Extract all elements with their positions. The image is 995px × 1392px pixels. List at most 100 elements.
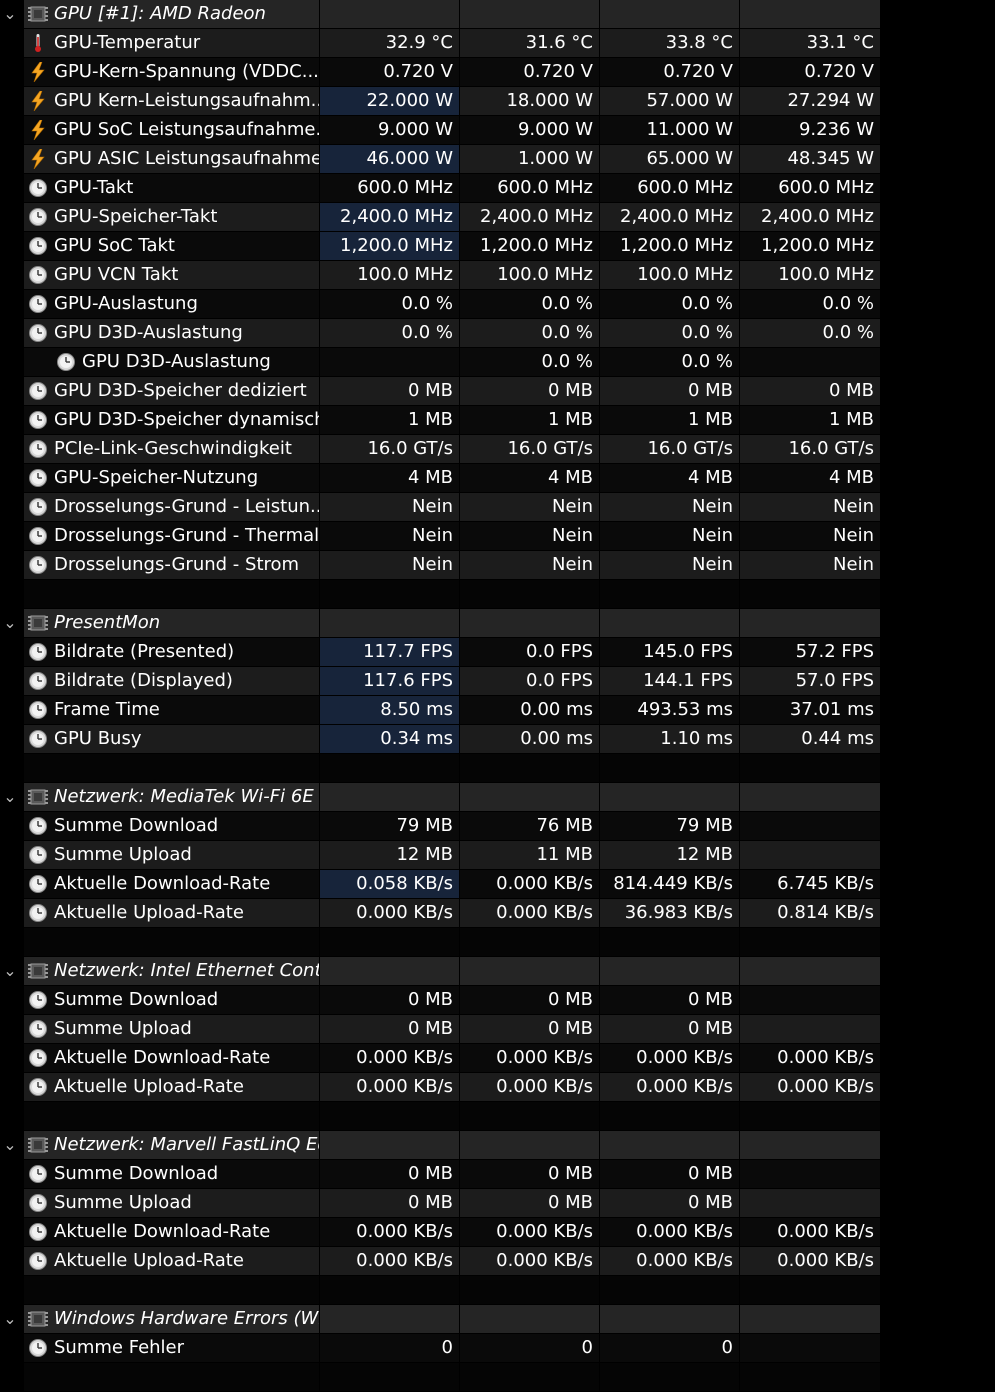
sensor-label-text: GPU-Temperatur	[54, 32, 201, 53]
sensor-label: GPU-Speicher-Takt	[24, 203, 319, 231]
sensor-row[interactable]: GPU VCN Takt 100.0 MHz 100.0 MHz 100.0 MHz 1…	[0, 261, 880, 290]
current-value: 0.000 KB/s	[320, 1218, 459, 1246]
sensor-row[interactable]: PCIe-Link-Geschwindigkeit 16.0 GT/s 16.0 G…	[0, 435, 880, 464]
sensor-row[interactable]: Aktuelle Download-Rate 0.058 KB/s 0.000 KB…	[0, 870, 880, 899]
sensor-row[interactable]: Summe Upload 12 MB 11 MB 12 MB	[0, 841, 880, 870]
avg-value	[740, 348, 880, 376]
sensor-row[interactable]: Aktuelle Download-Rate 0.000 KB/s 0.000 KB…	[0, 1044, 880, 1073]
spacer-cell	[740, 1276, 880, 1304]
group-title: PresentMon	[24, 609, 319, 637]
sensor-row[interactable]: Drosselungs-Grund - Leistun... Nein Nein Ne…	[0, 493, 880, 522]
sensor-label-text: Summe Download	[54, 1163, 219, 1184]
group-header[interactable]: ⌄ PresentMon	[0, 609, 880, 638]
sensor-label-text: Aktuelle Upload-Rate	[54, 1076, 244, 1097]
sensor-row[interactable]: Aktuelle Upload-Rate 0.000 KB/s 0.000 KB/s…	[0, 1247, 880, 1276]
sensor-row[interactable]: Bildrate (Displayed) 117.6 FPS 0.0 FPS 144.…	[0, 667, 880, 696]
collapse-chevron-icon[interactable]: ⌄	[3, 4, 17, 23]
sensor-row[interactable]: GPU-Auslastung 0.0 % 0.0 % 0.0 % 0.0 %	[0, 290, 880, 319]
group-title-text: PresentMon	[54, 612, 161, 633]
max-value: 16.0 GT/s	[600, 435, 739, 463]
sensor-row[interactable]: Drosselungs-Grund - Strom Nein Nein Nein Nei…	[0, 551, 880, 580]
max-value: 1,200.0 MHz	[600, 232, 739, 260]
group-empty-cell	[460, 957, 599, 985]
sensor-row[interactable]: GPU D3D-Speicher dediziert 0 MB 0 MB 0 MB 0 …	[0, 377, 880, 406]
sensor-row[interactable]: GPU-Takt 600.0 MHz 600.0 MHz 600.0 MHz 600.0…	[0, 174, 880, 203]
current-value: 9.000 W	[320, 116, 459, 144]
group-title-text: GPU [#1]: AMD Radeon	[54, 3, 266, 24]
clock-icon	[29, 672, 47, 690]
clock-icon	[29, 1078, 47, 1096]
group-empty-cell	[460, 609, 599, 637]
sensor-row[interactable]: GPU ASIC Leistungsaufnahme 46.000 W 1.000 …	[0, 145, 880, 174]
sensor-row[interactable]: GPU-Kern-Spannung (VDDC... 0.720 V 0.720 V…	[0, 58, 880, 87]
sensor-row[interactable]: Summe Download 0 MB 0 MB 0 MB	[0, 1160, 880, 1189]
sensor-row[interactable]: GPU SoC Leistungsaufnahme... 9.000 W 9.000…	[0, 116, 880, 145]
max-value: 0 MB	[600, 986, 739, 1014]
sensor-label: Drosselungs-Grund - Leistun...	[24, 493, 319, 521]
group-header[interactable]: ⌄ Netzwerk: Intel Ethernet Controller I22…	[0, 957, 880, 986]
sensor-row[interactable]: Bildrate (Presented) 117.7 FPS 0.0 FPS 145.…	[0, 638, 880, 667]
collapse-chevron-icon[interactable]: ⌄	[3, 961, 17, 980]
group-header[interactable]: ⌄ Windows Hardware Errors (WHEA)	[0, 1305, 880, 1334]
max-value: 0.000 KB/s	[600, 1218, 739, 1246]
sensor-row[interactable]: GPU D3D-Speicher dynamisch 1 MB 1 MB 1 MB 1 …	[0, 406, 880, 435]
sensor-row[interactable]: Summe Download 0 MB 0 MB 0 MB	[0, 986, 880, 1015]
spacer-cell	[460, 754, 599, 782]
sensor-label: GPU ASIC Leistungsaufnahme	[24, 145, 319, 173]
sensor-label-text: Summe Upload	[54, 1018, 192, 1039]
sensor-label: Aktuelle Download-Rate	[24, 870, 319, 898]
collapse-chevron-icon[interactable]: ⌄	[3, 613, 17, 632]
sensor-row[interactable]: GPU-Temperatur 32.9 °C 31.6 °C 33.8 °C 33.1 …	[0, 29, 880, 58]
collapse-chevron-icon[interactable]: ⌄	[3, 1309, 17, 1328]
sensor-row[interactable]: GPU D3D-Auslastung 0.0 % 0.0 % 0.0 % 0.0 %	[0, 319, 880, 348]
sensor-label-text: GPU-Kern-Spannung (VDDC...	[54, 61, 319, 82]
max-value: 0.000 KB/s	[600, 1073, 739, 1101]
collapse-chevron-icon[interactable]: ⌄	[3, 787, 17, 806]
spacer-cell	[460, 1102, 599, 1130]
max-value: 0 MB	[600, 1015, 739, 1043]
sensor-row[interactable]: Summe Upload 0 MB 0 MB 0 MB	[0, 1189, 880, 1218]
group-empty-cell	[460, 0, 599, 28]
current-value: 2,400.0 MHz	[320, 203, 459, 231]
min-value: 16.0 GT/s	[460, 435, 599, 463]
min-value: 1.000 W	[460, 145, 599, 173]
sensor-row[interactable]: GPU Busy 0.34 ms 0.00 ms 1.10 ms 0.44 ms	[0, 725, 880, 754]
sensor-row[interactable]: Aktuelle Download-Rate 0.000 KB/s 0.000 KB…	[0, 1218, 880, 1247]
max-value: 100.0 MHz	[600, 261, 739, 289]
current-value: 0.720 V	[320, 58, 459, 86]
current-value: 117.6 FPS	[320, 667, 459, 695]
sensor-row[interactable]: Drosselungs-Grund - Thermal Nein Nein Nein N…	[0, 522, 880, 551]
sensor-label-text: Summe Fehler	[54, 1337, 185, 1358]
group-spacer	[0, 928, 880, 957]
max-value: 79 MB	[600, 812, 739, 840]
sensor-row[interactable]: Summe Upload 0 MB 0 MB 0 MB	[0, 1015, 880, 1044]
group-title-text: Netzwerk: MediaTek Wi-Fi 6E MT7922 (RZ61…	[54, 786, 319, 807]
avg-value	[740, 1189, 880, 1217]
collapse-chevron-icon[interactable]: ⌄	[3, 1135, 17, 1154]
sensor-row[interactable]: GPU-Speicher-Nutzung 4 MB 4 MB 4 MB 4 MB	[0, 464, 880, 493]
sensor-row[interactable]: GPU Kern-Leistungsaufnahm... 22.000 W 18.0…	[0, 87, 880, 116]
spacer-cell	[600, 1276, 739, 1304]
sensor-row[interactable]: Aktuelle Upload-Rate 0.000 KB/s 0.000 KB/s…	[0, 1073, 880, 1102]
min-value: 0 MB	[460, 377, 599, 405]
sensor-label-text: Summe Download	[54, 989, 219, 1010]
group-header[interactable]: ⌄ GPU [#1]: AMD Radeon	[0, 0, 880, 29]
avg-value	[740, 841, 880, 869]
sensor-row[interactable]: Aktuelle Upload-Rate 0.000 KB/s 0.000 KB/s…	[0, 899, 880, 928]
sensor-row[interactable]: Frame Time 8.50 ms 0.00 ms 493.53 ms 37.01 m…	[0, 696, 880, 725]
group-empty-cell	[600, 1305, 739, 1333]
spacer-cell	[320, 580, 459, 608]
clock-icon	[29, 498, 47, 516]
group-header[interactable]: ⌄ Netzwerk: MediaTek Wi-Fi 6E MT7922 (RZ6…	[0, 783, 880, 812]
group-header[interactable]: ⌄ Netzwerk: Marvell FastLinQ Edge 10Gbit …	[0, 1131, 880, 1160]
min-value: 18.000 W	[460, 87, 599, 115]
current-value: 1 MB	[320, 406, 459, 434]
spacer-cell	[600, 1363, 739, 1391]
sensor-row[interactable]: GPU-Speicher-Takt 2,400.0 MHz 2,400.0 MHz 2…	[0, 203, 880, 232]
sensor-row[interactable]: GPU SoC Takt 1,200.0 MHz 1,200.0 MHz 1,200.…	[0, 232, 880, 261]
group-empty-cell	[320, 0, 459, 28]
min-value: Nein	[460, 522, 599, 550]
sensor-row[interactable]: Summe Fehler 0 0 0	[0, 1334, 880, 1363]
sensor-row[interactable]: Summe Download 79 MB 76 MB 79 MB	[0, 812, 880, 841]
